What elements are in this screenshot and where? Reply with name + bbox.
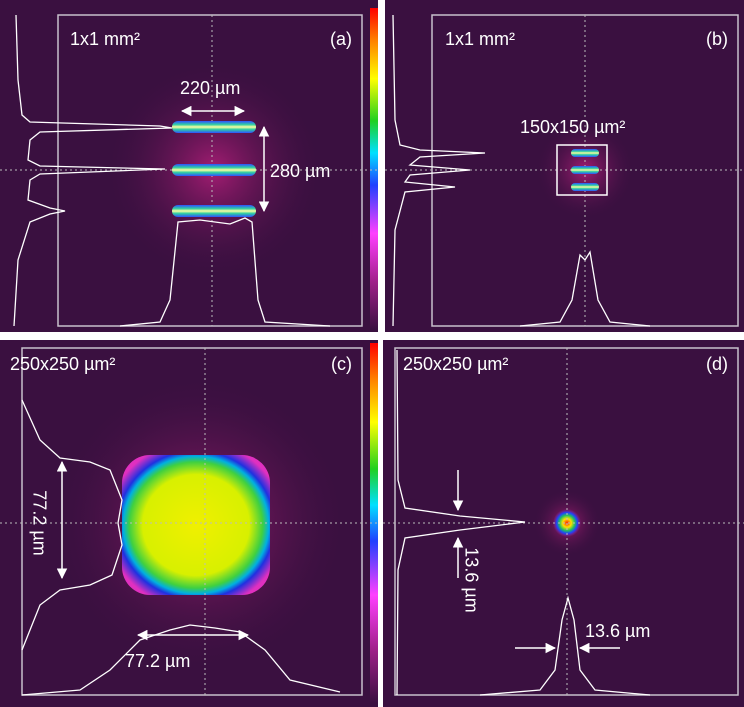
panel-a: 1x1 mm² (a) 220 µm 280 µm — [0, 0, 378, 332]
annotation: 77.2 µm — [29, 490, 49, 555]
size-label: 1x1 mm² — [445, 29, 515, 49]
size-label: 250x250 µm² — [10, 354, 115, 374]
annotation: 13.6 µm — [461, 547, 481, 612]
size-label: 250x250 µm² — [403, 354, 508, 374]
annotation: 220 µm — [180, 78, 240, 98]
annotation: 77.2 µm — [125, 651, 190, 671]
figure: 1x1 mm² (a) 220 µm 280 µm 1x1 mm² (b) 15… — [0, 0, 744, 707]
panel-label: (b) — [706, 29, 728, 49]
annotation: 13.6 µm — [585, 621, 650, 641]
annotation: 280 µm — [270, 161, 330, 181]
panel-label: (a) — [330, 29, 352, 49]
panel-d: 250x250 µm² (d) 13.6 µm 13.6 µm — [383, 340, 744, 707]
panel-b: 1x1 mm² (b) 150x150 µm² — [385, 0, 744, 332]
panel-label: (d) — [706, 354, 728, 374]
panel-c: 250x250 µm² (c) 77.2 µm 77.2 µm — [0, 340, 378, 707]
size-label: 1x1 mm² — [70, 29, 140, 49]
annotation: 150x150 µm² — [520, 117, 625, 137]
panel-label: (c) — [331, 354, 352, 374]
